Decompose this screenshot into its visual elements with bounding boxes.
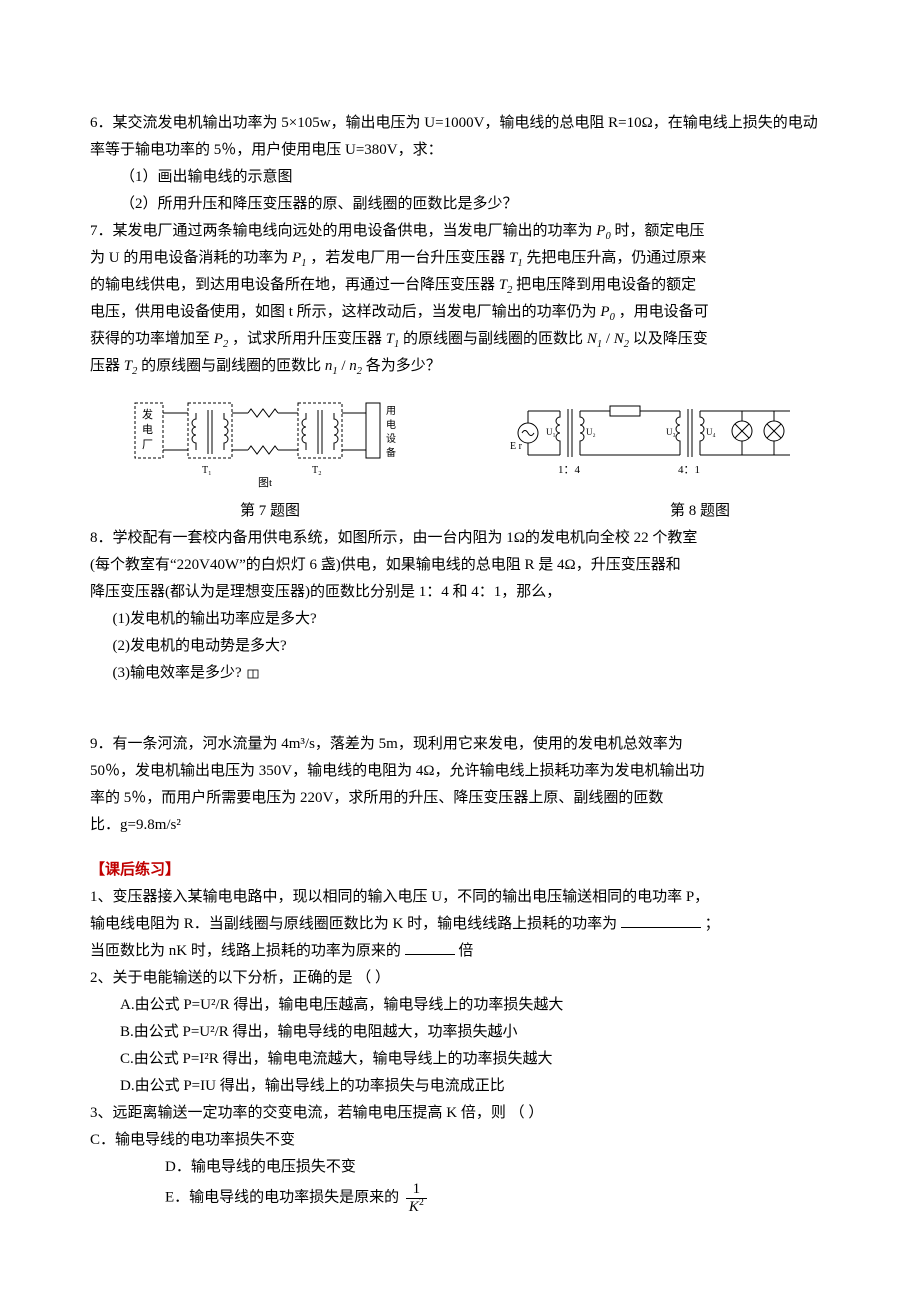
q7-l4b: ，用电设备可	[619, 304, 709, 320]
q8-l2: (每个教室有“220V40W”的白炽灯 6 盏)供电，如果输电线的总电阻 R 是…	[90, 552, 830, 579]
q8-s1: (1)发电机的输出功率应是多大?	[90, 606, 830, 633]
q7-T1b: T1	[386, 331, 400, 347]
q7-T1: T1	[509, 250, 523, 266]
svg-text:U₂: U₂	[586, 427, 596, 437]
q7-l6b: 的原线圈与副线圈的匝数比	[141, 358, 321, 374]
p1-l1: 1、变压器接入某输电电路中，现以相同的输入电压 U，不同的输出电压输送相同的电功…	[90, 884, 830, 911]
fig8-caption: 第 8 题图	[670, 498, 730, 525]
svg-text:发: 发	[142, 407, 153, 421]
q7-l1a: 7．某发电厂通过两条输电线向远处的用电设备供电，当发电厂输出的功率为	[90, 223, 593, 239]
svg-text:E r: E r	[510, 441, 523, 452]
p2: 2、关于电能输送的以下分析，正确的是 （ ）	[90, 965, 830, 992]
q8-s2: (2)发电机的电动势是多大?	[90, 633, 830, 660]
p1-l3: 当匝数比为 nK 时，线路上损耗的功率为原来的 倍	[90, 938, 830, 965]
p3-e: E．输电导线的电功率损失是原来的 1 K2	[90, 1181, 830, 1215]
q7-line3: 的输电线供电，到达用电设备所在地，再通过一台降压变压器 T2 把电压降到用电设备…	[90, 272, 830, 299]
q8-l1: 8．学校配有一套校内备用供电系统，如图所示，由一台内阻为 1Ω的发电机向全校 2…	[90, 525, 830, 552]
q7-T2b: T2	[124, 358, 138, 374]
q7-P1: P1	[292, 250, 306, 266]
q7-l5c: 的原线圈与副线圈的匝数比	[403, 331, 583, 347]
q6-main: 6．某交流发电机输出功率为 5×105w，输出电压为 U=1000V，输电线的总…	[90, 110, 830, 164]
p3-c: C．输电导线的电功率损失不变	[90, 1127, 830, 1154]
q7-line1: 7．某发电厂通过两条输电线向远处的用电设备供电，当发电厂输出的功率为 P0 时，…	[90, 218, 830, 245]
svg-text:备: 备	[386, 446, 396, 459]
q7-l5b: ，试求所用升压变压器	[232, 331, 382, 347]
q7-l1b: 时，额定电压	[614, 223, 704, 239]
q7-N1: N1	[587, 331, 602, 347]
q7-l2a: 为 U 的用电设备消耗的功率为	[90, 250, 288, 266]
svg-text:T₁: T₁	[202, 465, 212, 476]
svg-text:4：1: 4：1	[678, 464, 700, 476]
q7-line6: 压器 T2 的原线圈与副线圈的匝数比 n1 / n2 各为多少？	[90, 353, 830, 380]
q9-l2: 50％，发电机输出电压为 350V，输电线的电阻为 4Ω，允许输电线上损耗功率为…	[90, 758, 830, 785]
p2-d: D.由公式 P=IU 得出，输出导线上的功率损失与电流成正比	[90, 1073, 830, 1100]
fraction-1-over-K2: 1 K2	[406, 1181, 427, 1215]
p3-d: D．输电导线的电压损失不变	[90, 1154, 830, 1181]
q6-sub1: （1）画出输电线的示意图	[90, 164, 830, 191]
blank-2	[405, 939, 455, 955]
q8-l3: 降压变压器(都认为是理想变压器)的匝数比分别是 1：4 和 4：1，那么，	[90, 579, 830, 606]
q7-line4: 电压，供用电设备使用，如图 t 所示，这样改动后，当发电厂输出的功率仍为 P0 …	[90, 299, 830, 326]
figures-row: 发 电 厂 T₁	[90, 388, 830, 498]
svg-text:T₂: T₂	[312, 465, 322, 476]
svg-text:1：4: 1：4	[558, 464, 580, 476]
book-icon	[247, 668, 259, 680]
figure-captions: 第 7 题图 第 8 题图	[90, 498, 830, 525]
q8-s3: (3)输电效率是多少?	[90, 660, 830, 687]
q7-l3a: 的输电线供电，到达用电设备所在地，再通过一台降压变压器	[90, 277, 495, 293]
svg-text:用: 用	[386, 406, 396, 417]
figure-7: 发 电 厂 T₁	[130, 388, 410, 498]
q7-line2: 为 U 的用电设备消耗的功率为 P1 ，若发电厂用一台升压变压器 T1 先把电压…	[90, 245, 830, 272]
figure-8: E r U₁ U₂ 1：4 U	[510, 393, 810, 493]
q7-line5: 获得的功率增加至 P2 ，试求所用升压变压器 T1 的原线圈与副线圈的匝数比 N…	[90, 326, 830, 353]
svg-text:U₁: U₁	[546, 427, 556, 437]
blank-1	[621, 912, 701, 928]
p2-c: C.由公式 P=I²R 得出，输电电流越大，输电导线上的功率损失越大	[90, 1046, 830, 1073]
svg-text:设: 设	[386, 433, 396, 445]
q7-N2: N2	[614, 331, 629, 347]
q7-l3b: 把电压降到用电设备的额定	[516, 277, 696, 293]
svg-text:U₄: U₄	[706, 427, 716, 437]
q7-l2b: ，若发电厂用一台升压变压器	[310, 250, 505, 266]
q7-P0: P0	[596, 223, 610, 239]
svg-text:电: 电	[386, 418, 396, 431]
q7-l5d: 以及降压变	[633, 331, 708, 347]
q7-T2: T2	[499, 277, 513, 293]
q7-l6a: 压器	[90, 358, 120, 374]
q9-l3: 率的 5％，而用户所需要电压为 220V，求所用的升压、降压变压器上原、副线圈的…	[90, 785, 830, 812]
svg-text:电: 电	[142, 423, 153, 436]
p2-a: A.由公式 P=U²/R 得出，输电电压越高，输电导线上的功率损失越大	[90, 992, 830, 1019]
q7-l6c: 各为多少？	[366, 358, 441, 374]
q6-sub2: （2）所用升压和降压变压器的原、副线圈的匝数比是多少？	[90, 191, 830, 218]
p2-b: B.由公式 P=U²/R 得出，输电导线的电阻越大，功率损失越小	[90, 1019, 830, 1046]
q7-l4a: 电压，供用电设备使用，如图 t 所示，这样改动后，当发电厂输出的功率仍为	[90, 304, 597, 320]
q7-n2: n2	[349, 358, 362, 374]
q9-l4: 比．g=9.8m/s²	[90, 812, 830, 839]
svg-text:图t: 图t	[258, 476, 272, 488]
p3: 3、远距离输送一定功率的交变电流，若输电电压提高 K 倍，则 （ ）	[90, 1100, 830, 1127]
q9-l1: 9．有一条河流，河水流量为 4m³/s，落差为 5m，现利用它来发电，使用的发电…	[90, 731, 830, 758]
q7-P0b: P0	[600, 304, 614, 320]
circuit-8-svg: E r U₁ U₂ 1：4 U	[510, 393, 810, 483]
q7-P2: P2	[214, 331, 228, 347]
q7-n1: n1	[325, 358, 338, 374]
practice-heading: 【课后练习】	[90, 857, 830, 884]
p1-l2: 输电线电阻为 R．当副线圈与原线圈匝数比为 K 时，输电线线路上损耗的功率为 ；	[90, 911, 830, 938]
svg-text:厂: 厂	[142, 439, 153, 451]
fig7-caption: 第 7 题图	[240, 498, 300, 525]
svg-text:U₃: U₃	[666, 427, 676, 437]
q7-l5a: 获得的功率增加至	[90, 331, 210, 347]
q7-l2c: 先把电压升高，仍通过原来	[526, 250, 706, 266]
circuit-7-svg: 发 电 厂 T₁	[130, 388, 410, 488]
